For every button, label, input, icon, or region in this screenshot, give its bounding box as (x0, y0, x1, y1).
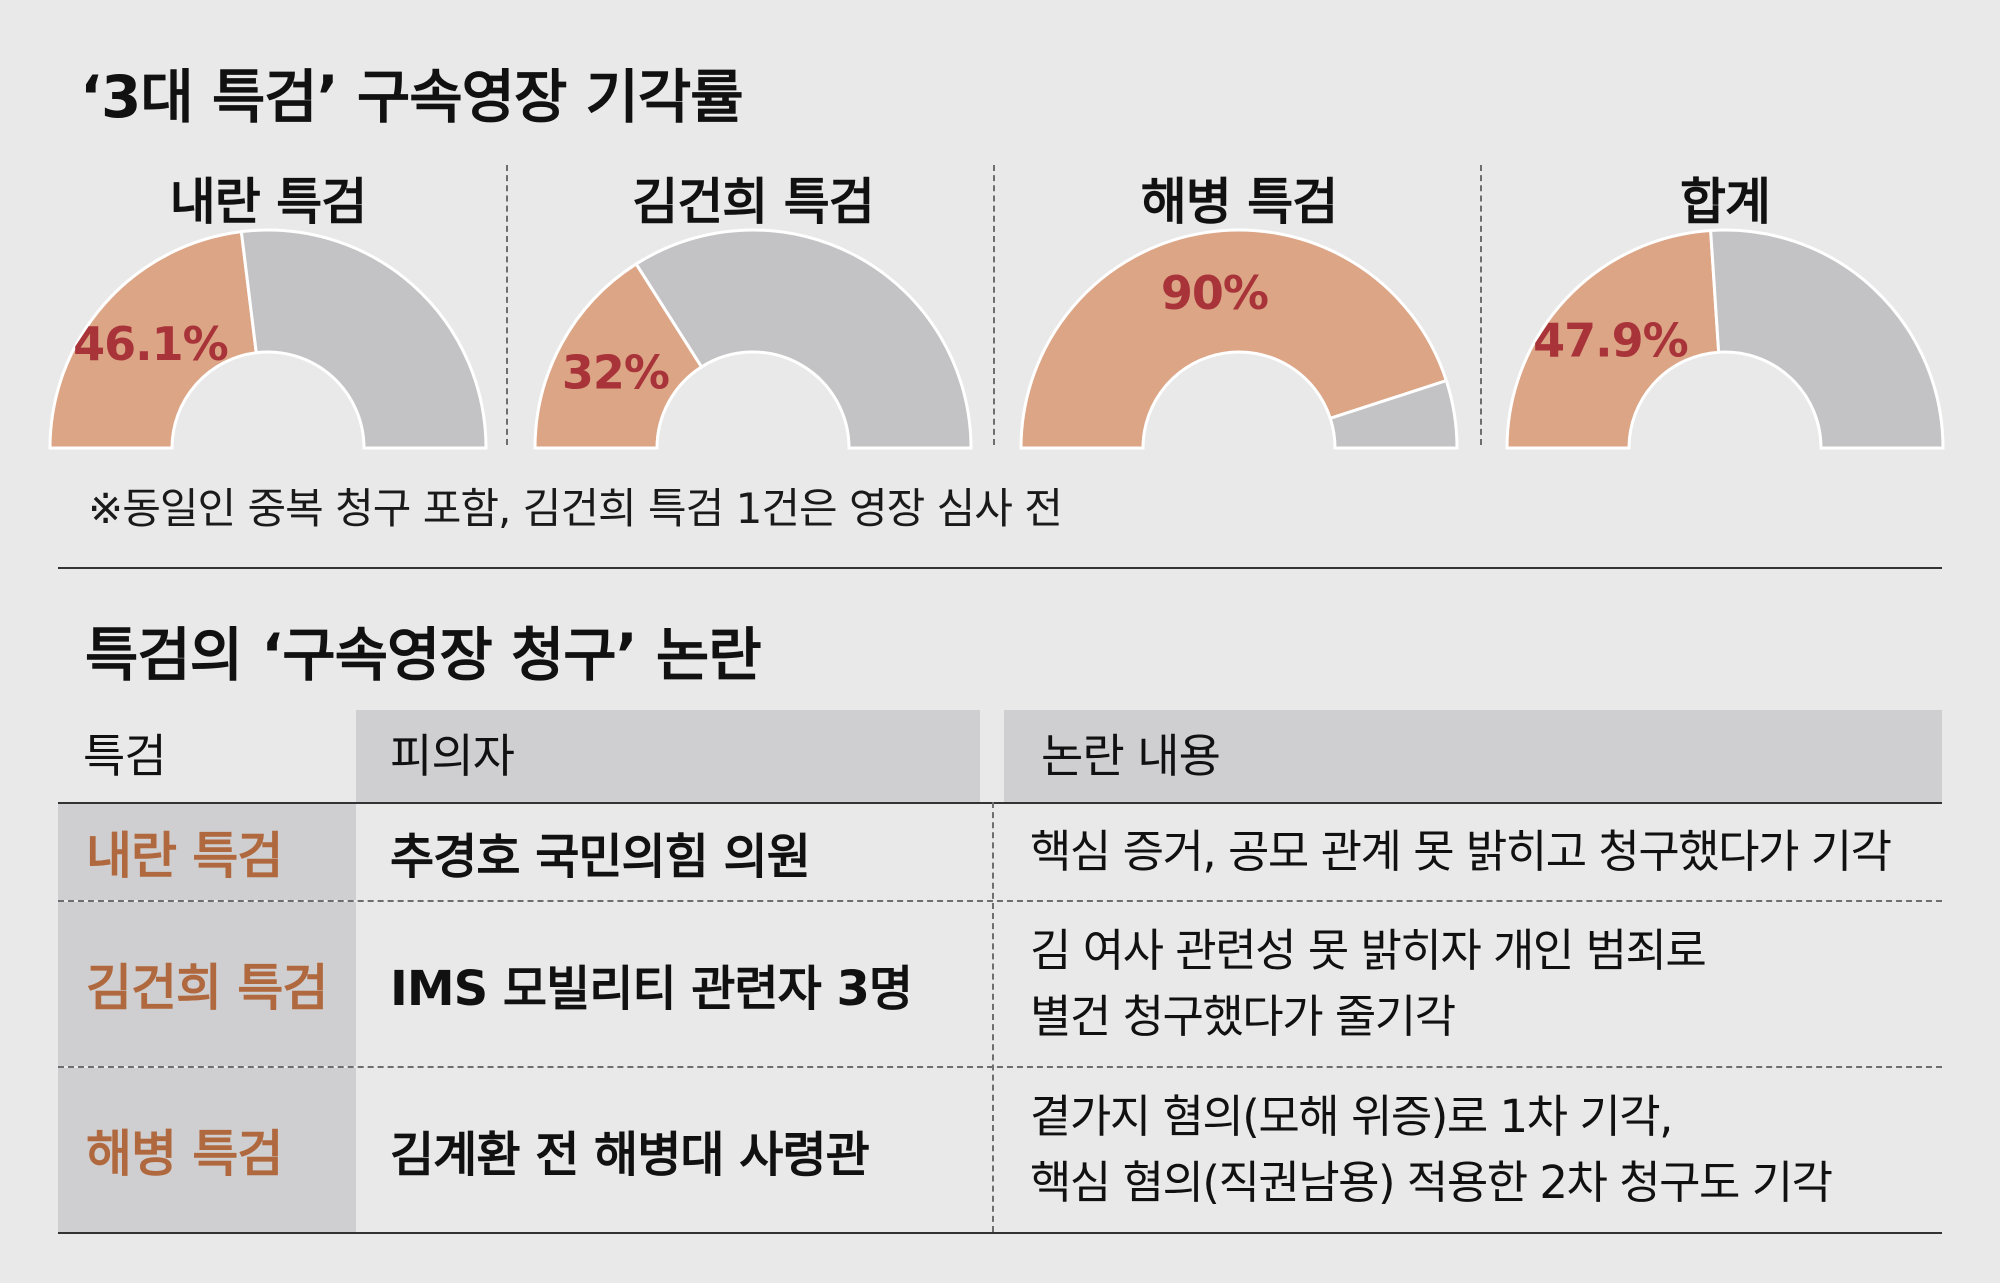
data-label: 47.9% (1533, 314, 1688, 368)
table-bottom-rule (58, 1232, 1942, 1234)
data-label: 32% (562, 345, 669, 399)
chart-title: 내란 특검 (169, 173, 367, 231)
column-header-issue: 논란 내용 (1004, 710, 1942, 802)
issue-line: 곁가지 혐의(모해 위증)로 1차 기각, (1030, 1090, 1673, 1143)
donut-charts: 46.1% 내란 특검 32% 김건희 특검 90% 해병 특검 47.9% 합… (0, 150, 2000, 470)
section-title: 특검의 ‘구속영장 청구’ 논란 (85, 621, 762, 689)
semi-donut-chart: 47.9% (1505, 228, 1945, 450)
chart-divider (506, 165, 508, 445)
suspect-cell: 추경호 국민의힘 의원 (390, 829, 811, 885)
issue-cell: 곁가지 혐의(모해 위증)로 1차 기각, 핵심 혐의(직권남용) 적용한 2차… (1004, 1068, 1942, 1232)
chart-title: 합계 (1680, 173, 1771, 231)
suspect-cell: 김계환 전 해병대 사령관 (390, 1127, 870, 1183)
chart-naeran: 46.1% 내란 특검 (48, 150, 488, 460)
issue-line: 핵심 혐의(직권남용) 적용한 2차 청구도 기각 (1030, 1156, 1833, 1209)
column-header-team: 특검 (83, 729, 167, 783)
slice-other (1709, 228, 1945, 450)
slice-rejected (1019, 228, 1449, 450)
table-row: 김건희 특검 IMS 모빌리티 관련자 3명 김 여사 관련성 못 밝히자 개인… (58, 902, 1942, 1066)
chart-title: 김건희 특검 (632, 173, 874, 231)
slice-rejected (1505, 228, 1721, 450)
suspect-cell: IMS 모빌리티 관련자 3명 (390, 961, 913, 1017)
chart-divider (993, 165, 995, 445)
footnote: ※동일인 중복 청구 포함, 김건희 특검 1건은 영장 심사 전 (88, 484, 1063, 533)
slice-rejected (48, 229, 258, 450)
slice-other (239, 228, 488, 450)
row-divider (58, 1066, 1942, 1068)
team-cell: 내란 특검 (58, 804, 356, 900)
issue-line: 핵심 증거, 공모 관계 못 밝히고 청구했다가 기각 (1030, 825, 1892, 878)
issue-cell: 핵심 증거, 공모 관계 못 밝히고 청구했다가 기각 (1004, 804, 1942, 900)
table-row: 내란 특검 추경호 국민의힘 의원 핵심 증거, 공모 관계 못 밝히고 청구했… (58, 804, 1942, 900)
chart-haebyeong: 90% 해병 특검 (1019, 150, 1459, 460)
data-label: 46.1% (73, 317, 228, 371)
slice-rejected (533, 261, 704, 450)
slice-other (1328, 378, 1459, 450)
semi-donut-chart: 46.1% (48, 228, 488, 450)
chart-divider (1480, 165, 1482, 445)
data-label: 90% (1161, 266, 1268, 320)
row-divider (58, 900, 1942, 902)
team-cell: 해병 특검 (58, 1068, 356, 1232)
issue-line: 김 여사 관련성 못 밝히자 개인 범죄로 (1030, 924, 1707, 977)
column-divider (992, 802, 994, 1232)
table-header: 특검 피의자 논란 내용 (58, 710, 1942, 802)
slice-other (634, 228, 973, 450)
chart-title: 해병 특검 (1140, 173, 1338, 231)
chart-kimkeonhee: 32% 김건희 특검 (533, 150, 973, 460)
column-header-suspect: 피의자 (356, 710, 980, 802)
section-divider (58, 567, 1942, 569)
issue-line: 별건 청구했다가 줄기각 (1030, 990, 1456, 1043)
semi-donut-chart: 32% (533, 228, 973, 450)
issue-cell: 김 여사 관련성 못 밝히자 개인 범죄로 별건 청구했다가 줄기각 (1004, 902, 1942, 1066)
table-row: 해병 특검 김계환 전 해병대 사령관 곁가지 혐의(모해 위증)로 1차 기각… (58, 1068, 1942, 1232)
chart-total: 47.9% 합계 (1505, 150, 1945, 460)
team-cell: 김건희 특검 (58, 902, 356, 1066)
page-title: ‘3대 특검’ 구속영장 기각률 (80, 63, 744, 131)
header-rule (58, 802, 1942, 804)
semi-donut-chart: 90% (1019, 228, 1459, 450)
